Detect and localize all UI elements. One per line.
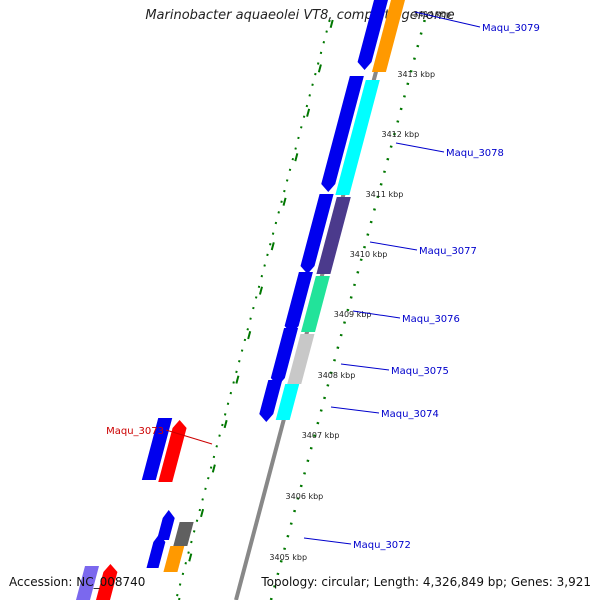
kbp-tick-label: 3414 kbp xyxy=(413,10,451,19)
kbp-tick-label: 3411 kbp xyxy=(366,190,404,199)
gene-block-blue-3075 xyxy=(270,328,299,386)
gene-block-cyan-3074 xyxy=(275,384,300,420)
gene-label-text: Maqu_3073 xyxy=(106,426,164,437)
gene-block-blue-3073 xyxy=(141,418,173,480)
kbp-tick-label: 3409 kbp xyxy=(334,310,372,319)
kbp-tick-label: 3413 kbp xyxy=(397,70,435,79)
gene-label-text: Maqu_3076 xyxy=(402,314,460,325)
gene-block-blue-3074 xyxy=(259,380,283,422)
dotted-line-outer xyxy=(175,19,331,600)
gene-block-blue-3078 xyxy=(321,76,364,192)
kbp-tick-label: 3406 kbp xyxy=(286,492,324,501)
kbp-tick-label: 3408 kbp xyxy=(318,371,356,380)
gene-block-blue-3077 xyxy=(300,194,334,274)
gene-label-text: Maqu_3072 xyxy=(353,540,411,551)
gene-block-gray-3075 xyxy=(287,334,315,384)
accession-text: Accession: NC_008740 xyxy=(9,575,146,589)
gene-block-blue-3079 xyxy=(357,0,388,70)
kbp-tick-label: 3407 kbp xyxy=(302,431,340,440)
gene-label-text: Maqu_3074 xyxy=(381,409,439,420)
gene-block-darkgray-3072 xyxy=(173,522,194,546)
gene-blocks xyxy=(75,0,405,600)
gene-leader-line xyxy=(369,241,418,251)
gene-block-orange-3079 xyxy=(371,0,405,72)
gene-leader-line xyxy=(395,142,445,153)
gene-block-purple-3077 xyxy=(316,197,351,274)
gene-leader-line xyxy=(303,537,352,545)
summary-text: Topology: circular; Length: 4,326,849 bp… xyxy=(261,575,591,589)
gene-block-red-bottom xyxy=(95,564,118,600)
gene-leader-line xyxy=(352,310,401,319)
gene-labels: Maqu_3079 Maqu_3078 Maqu_3077 Maqu_3076 Maqu… xyxy=(106,11,540,551)
kbp-ticks: 3414 kbp 3413 kbp 3412 kbp 3411 kbp 3410 kbp… xyxy=(269,10,451,562)
dotted-line-inner xyxy=(269,19,426,600)
gene-block-lavender-bottom xyxy=(75,566,100,600)
gene-label-text: Maqu_3078 xyxy=(446,148,504,159)
gene-block-red-3073 xyxy=(158,420,187,482)
kbp-tick-label: 3412 kbp xyxy=(381,130,419,139)
kbp-tick-label: 3405 kbp xyxy=(269,553,307,562)
gene-block-blue-3072b xyxy=(146,534,166,568)
gene-leader-line xyxy=(414,11,481,28)
gene-block-green-3076 xyxy=(301,276,330,332)
gene-leader-line xyxy=(330,406,380,414)
gene-block-blue-3072a xyxy=(156,510,175,540)
gene-block-orange-3072 xyxy=(163,546,185,572)
gene-leader-line xyxy=(165,429,213,445)
dotted-guide-lines xyxy=(175,19,426,600)
gene-block-blue-3076 xyxy=(284,272,313,334)
gene-block-cyan-3078 xyxy=(335,80,380,195)
gene-label-text: Maqu_3077 xyxy=(419,246,477,257)
gene-leader-line xyxy=(340,363,390,371)
gene-label-text: Maqu_3079 xyxy=(482,23,540,34)
gene-label-text: Maqu_3075 xyxy=(391,366,449,377)
kbp-tick-label: 3410 kbp xyxy=(350,250,388,259)
